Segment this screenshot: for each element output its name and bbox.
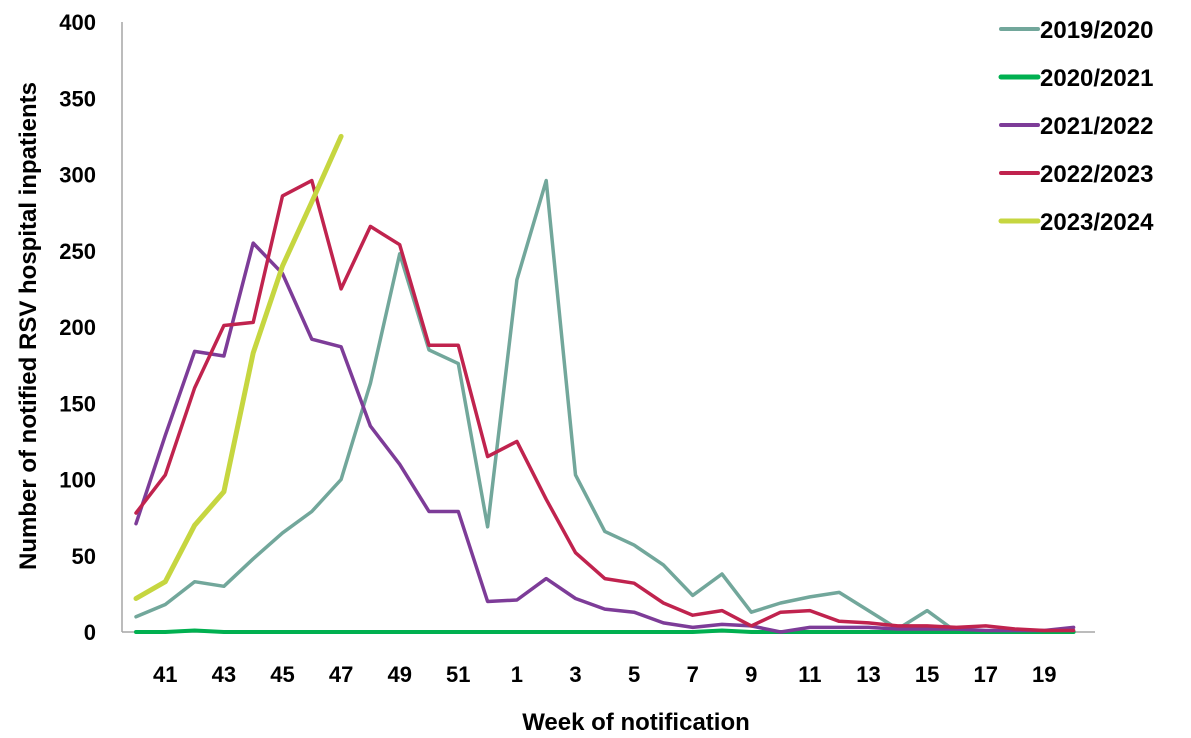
series-line-2022-2023 xyxy=(134,178,1076,633)
x-tick-label: 49 xyxy=(387,662,411,687)
legend-label: 2023/2024 xyxy=(1040,209,1154,236)
series-line-2023-2024 xyxy=(133,133,344,601)
y-tick-label: 100 xyxy=(59,468,96,493)
series-line-2019-2020 xyxy=(134,178,1076,634)
x-tick-label: 19 xyxy=(1032,662,1056,687)
x-tick-label: 11 xyxy=(798,662,821,687)
x-tick-label: 43 xyxy=(212,662,236,687)
x-tick-labels: 41 43 45 47 49 51 1 3 5 7 9 11 13 15 17 19 xyxy=(153,662,1056,687)
series-line-2020-2021 xyxy=(134,628,1076,634)
x-tick-label: 7 xyxy=(687,662,699,687)
y-axis-title: Number of notified RSV hospital inpatien… xyxy=(15,82,42,570)
x-tick-label: 47 xyxy=(329,662,353,687)
legend-label: 2020/2021 xyxy=(1040,65,1153,92)
x-tick-label: 41 xyxy=(153,662,177,687)
y-tick-label: 0 xyxy=(84,620,96,645)
x-axis-title: Week of notification xyxy=(522,709,750,736)
legend: 2019/2020 2020/2021 2021/2022 2022/2023 2023… xyxy=(998,17,1154,236)
x-tick-label: 1 xyxy=(511,662,523,687)
legend-label: 2019/2020 xyxy=(1040,17,1153,44)
x-tick-label: 17 xyxy=(973,662,997,687)
y-tick-label: 400 xyxy=(59,10,96,35)
y-tick-label: 200 xyxy=(59,315,96,340)
x-tick-label: 13 xyxy=(856,662,880,687)
y-tick-label: 250 xyxy=(59,239,96,264)
series-line-2021-2022 xyxy=(134,241,1076,634)
x-tick-label: 15 xyxy=(915,662,939,687)
x-tick-label: 51 xyxy=(446,662,470,687)
legend-label: 2022/2023 xyxy=(1040,161,1153,188)
x-tick-label: 5 xyxy=(628,662,640,687)
legend-label: 2021/2022 xyxy=(1040,113,1153,140)
axes xyxy=(121,22,1095,633)
y-tick-label: 50 xyxy=(72,544,96,569)
y-tick-label: 350 xyxy=(59,86,96,111)
y-tick-label: 150 xyxy=(59,391,96,416)
x-tick-label: 45 xyxy=(270,662,294,687)
series-lines xyxy=(133,133,1076,634)
x-tick-label: 3 xyxy=(569,662,581,687)
x-tick-label: 9 xyxy=(745,662,757,687)
y-tick-label: 300 xyxy=(59,163,96,188)
y-tick-labels: 0 50 100 150 200 250 300 350 400 xyxy=(59,10,96,645)
